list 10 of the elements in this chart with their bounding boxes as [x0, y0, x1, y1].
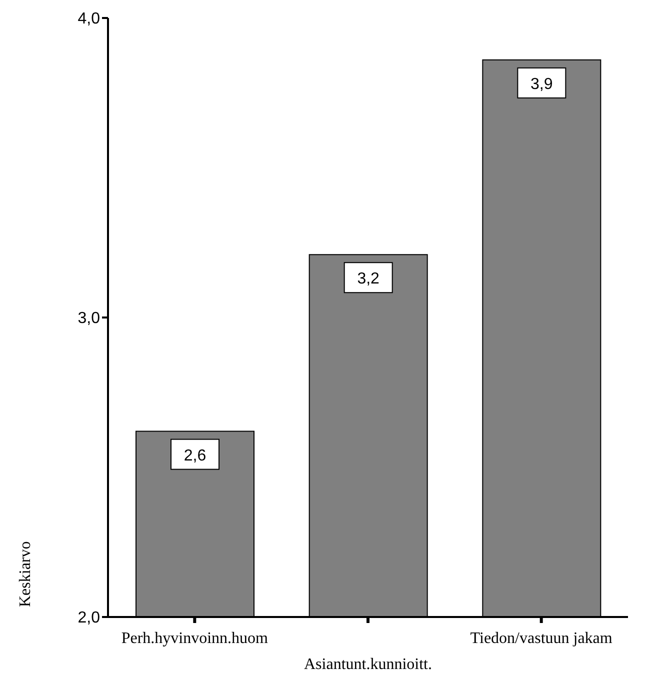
y-tick-label: 4,0 — [78, 10, 100, 28]
x-tick-label: Asiantunt.kunnioitt. — [304, 656, 432, 673]
x-tick-label: Perh.hyvinvoinn.huom — [121, 630, 269, 647]
y-tick-label: 2,0 — [78, 610, 100, 627]
y-tick-label: 3,0 — [78, 310, 100, 328]
data-label: 2,6 — [184, 447, 206, 464]
y-axis-title: Keskiarvo — [17, 541, 34, 607]
data-label: 3,9 — [530, 76, 553, 93]
x-tick-label: Tiedon/vastuun jakam — [470, 630, 613, 647]
data-label: 3,2 — [357, 270, 380, 288]
